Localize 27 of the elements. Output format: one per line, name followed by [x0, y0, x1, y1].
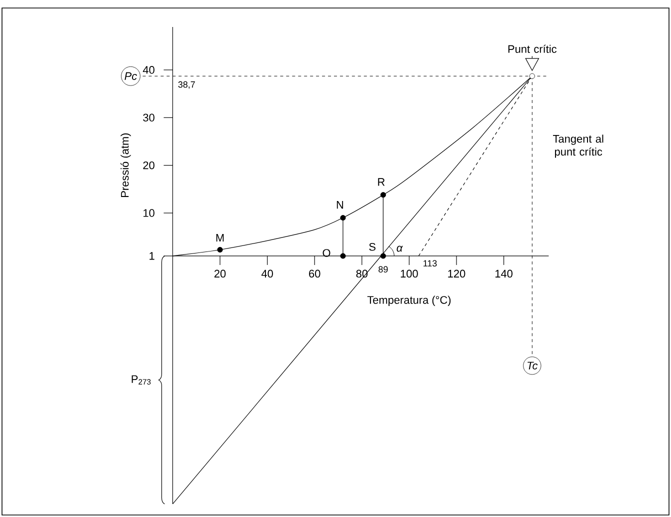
x-tick-label: 140: [495, 270, 512, 278]
annotation: 89: [378, 266, 388, 272]
x-tick-label: 20: [214, 270, 226, 278]
x-tick-label: 100: [400, 270, 418, 278]
x-tick-label: 40: [261, 270, 273, 278]
x-axis-title: Temperatura (°C): [367, 296, 451, 306]
y-tick-label: 30: [143, 114, 154, 122]
annotation: N: [336, 201, 344, 209]
y-tick-label: 1: [150, 252, 154, 260]
x-tick-label: 60: [309, 270, 320, 278]
annotation: M: [216, 234, 224, 242]
y-tick-label: 20: [143, 161, 154, 170]
annotation: 38,7: [178, 81, 195, 89]
text: P$_{273}$: [132, 375, 151, 385]
annotation: α: [396, 246, 403, 252]
annotation: O: [322, 249, 330, 257]
ref-line-label: Pc: [124, 72, 137, 80]
annotation: 113: [424, 260, 437, 266]
annotation: R: [378, 178, 385, 186]
annotation: Punt crític: [508, 44, 557, 53]
x-tick-label: 120: [448, 270, 466, 278]
y-tick-label: 40: [142, 66, 154, 74]
y-axis-title: Pressió (atm): [120, 133, 131, 197]
annotation: Tangent al punt crític: [553, 134, 604, 158]
y-tick-label: 10: [143, 209, 154, 217]
ref-line-label: Tc: [528, 362, 538, 370]
annotation: S: [369, 243, 376, 251]
